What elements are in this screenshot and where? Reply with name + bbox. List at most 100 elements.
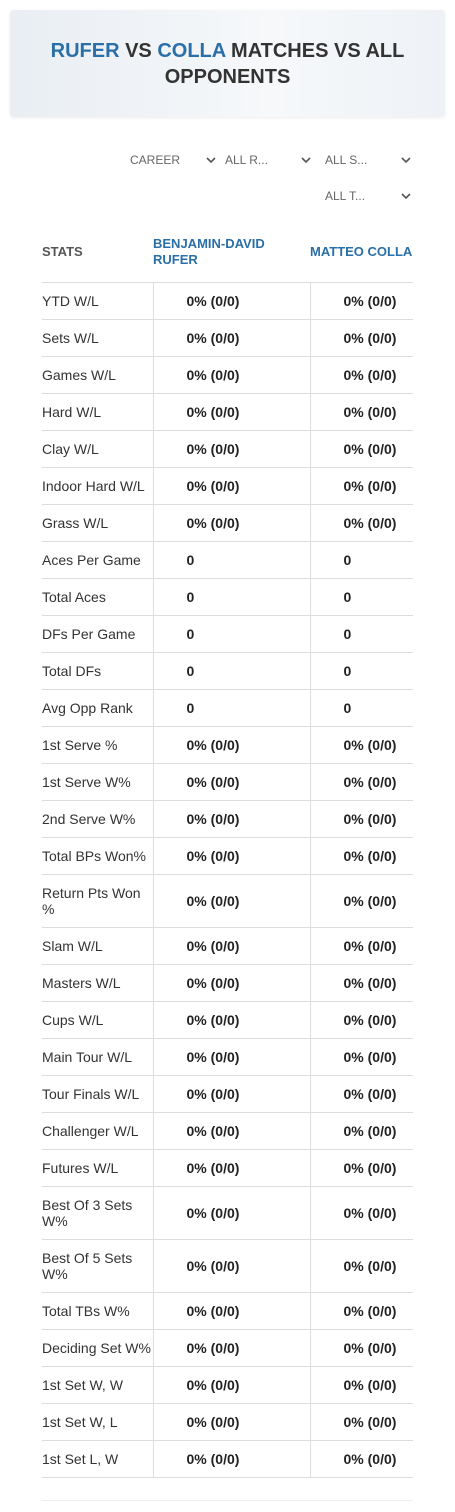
stat-label: Hard W/L	[42, 393, 153, 431]
stat-label: Masters W/L	[42, 964, 153, 1002]
stat-label: Games W/L	[42, 356, 153, 394]
stat-row: Total Aces 0 0	[42, 578, 413, 616]
stat-row: Return Pts Won % 0% (0/0) 0% (0/0)	[42, 874, 413, 928]
stat-value: 0% (0/0)	[152, 800, 310, 838]
filter-dropdown[interactable]: ALL T...	[325, 181, 411, 211]
stat-label: Total BPs Won%	[42, 837, 153, 875]
stat-value: 0% (0/0)	[309, 356, 413, 394]
stats-table: STATS BENJAMIN-DAVID RUFER MATTEO COLLA YT…	[42, 222, 413, 1478]
stat-row: 2nd Serve W% 0% (0/0) 0% (0/0)	[42, 800, 413, 838]
column-header: MATTEO COLLA	[310, 222, 413, 283]
stat-label: Indoor Hard W/L	[42, 467, 153, 505]
stat-row: 1st Serve W% 0% (0/0) 0% (0/0)	[42, 763, 413, 801]
stat-row: YTD W/L 0% (0/0) 0% (0/0)	[42, 282, 413, 320]
stat-value: 0% (0/0)	[309, 1440, 413, 1478]
stat-value: 0	[152, 652, 310, 690]
stat-label: 1st Serve W%	[42, 763, 153, 801]
chevron	[401, 156, 411, 163]
stat-value: 0% (0/0)	[152, 319, 310, 357]
stat-label: 2nd Serve W%	[42, 800, 153, 838]
stat-value: 0% (0/0)	[152, 430, 310, 468]
stat-value: 0% (0/0)	[309, 837, 413, 875]
stat-row: DFs Per Game 0 0	[42, 615, 413, 653]
stat-value: 0% (0/0)	[309, 319, 413, 357]
title: RUFER VS COLLA MATCHES VS ALL OPPONENTS	[28, 38, 428, 90]
stat-value: 0% (0/0)	[309, 1292, 413, 1330]
stat-label: 1st Set W, L	[42, 1403, 153, 1441]
stat-label: Cups W/L	[42, 1001, 153, 1039]
stat-label: Challenger W/L	[42, 1112, 153, 1150]
stat-value: 0% (0/0)	[152, 1112, 310, 1150]
stat-value: 0% (0/0)	[309, 874, 413, 928]
stat-value: 0% (0/0)	[309, 800, 413, 838]
stat-row: 1st Set W, W 0% (0/0) 0% (0/0)	[42, 1366, 413, 1404]
stat-value: 0% (0/0)	[152, 282, 310, 320]
chevron	[401, 192, 411, 199]
stat-value: 0% (0/0)	[309, 1329, 413, 1367]
stat-value: 0% (0/0)	[152, 927, 310, 965]
stat-value: 0% (0/0)	[309, 430, 413, 468]
stat-label: DFs Per Game	[42, 615, 153, 653]
stat-row: Cups W/L 0% (0/0) 0% (0/0)	[42, 1001, 413, 1039]
stat-value: 0% (0/0)	[152, 1366, 310, 1404]
header-row: STATS BENJAMIN-DAVID RUFER MATTEO COLLA	[42, 222, 413, 283]
stat-row: Best Of 5 Sets W% 0% (0/0) 0% (0/0)	[42, 1239, 413, 1293]
filter-dropdown[interactable]: ALL S...	[325, 145, 411, 175]
stat-value: 0% (0/0)	[152, 1149, 310, 1187]
divider	[42, 1500, 413, 1501]
stat-label: Deciding Set W%	[42, 1329, 153, 1367]
stat-value: 0% (0/0)	[152, 837, 310, 875]
stat-value: 0% (0/0)	[152, 467, 310, 505]
stat-value: 0	[152, 689, 310, 727]
stat-label: Total DFs	[42, 652, 153, 690]
filter-dropdown[interactable]: CAREER	[130, 145, 216, 175]
stat-value: 0% (0/0)	[152, 356, 310, 394]
stat-value: 0% (0/0)	[152, 1001, 310, 1039]
stat-label: Total Aces	[42, 578, 153, 616]
stat-value: 0% (0/0)	[309, 927, 413, 965]
stat-label: Best Of 5 Sets W%	[42, 1239, 153, 1293]
stat-label: Grass W/L	[42, 504, 153, 542]
stat-value: 0% (0/0)	[152, 763, 310, 801]
player2: COLLA	[157, 39, 226, 62]
stat-label: 1st Set W, W	[42, 1366, 153, 1404]
chevron	[301, 156, 311, 163]
stat-value: 0% (0/0)	[309, 1366, 413, 1404]
stat-value: 0% (0/0)	[152, 504, 310, 542]
stat-value: 0% (0/0)	[152, 874, 310, 928]
filter-dropdown[interactable]: ALL R...	[225, 145, 311, 175]
stat-value: 0% (0/0)	[309, 1038, 413, 1076]
stat-value: 0% (0/0)	[152, 1038, 310, 1076]
stat-value: 0% (0/0)	[309, 1001, 413, 1039]
stat-row: Sets W/L 0% (0/0) 0% (0/0)	[42, 319, 413, 357]
chevron	[206, 156, 216, 163]
filter-label: ALL T...	[325, 189, 366, 203]
stat-value: 0% (0/0)	[309, 1112, 413, 1150]
stat-row: Slam W/L 0% (0/0) 0% (0/0)	[42, 927, 413, 965]
stat-label: Slam W/L	[42, 927, 153, 965]
stat-value: 0% (0/0)	[152, 1440, 310, 1478]
stat-value: 0	[152, 578, 310, 616]
stat-row: Total DFs 0 0	[42, 652, 413, 690]
stat-row: 1st Serve % 0% (0/0) 0% (0/0)	[42, 726, 413, 764]
stat-value: 0% (0/0)	[309, 763, 413, 801]
stat-value: 0% (0/0)	[309, 393, 413, 431]
stat-row: Total BPs Won% 0% (0/0) 0% (0/0)	[42, 837, 413, 875]
stat-value: 0% (0/0)	[309, 726, 413, 764]
stat-value: 0% (0/0)	[309, 467, 413, 505]
column-header: BENJAMIN-DAVID RUFER	[153, 222, 310, 283]
stat-value: 0% (0/0)	[152, 393, 310, 431]
stat-label: Main Tour W/L	[42, 1038, 153, 1076]
filter-label: ALL S...	[325, 153, 368, 167]
stat-row: Avg Opp Rank 0 0	[42, 689, 413, 727]
stat-value: 0	[152, 541, 310, 579]
stat-label: Aces Per Game	[42, 541, 153, 579]
player1: RUFER	[50, 39, 120, 62]
stat-row: Best Of 3 Sets W% 0% (0/0) 0% (0/0)	[42, 1186, 413, 1240]
stat-row: Games W/L 0% (0/0) 0% (0/0)	[42, 356, 413, 394]
stat-row: Futures W/L 0% (0/0) 0% (0/0)	[42, 1149, 413, 1187]
stat-value: 0% (0/0)	[309, 1149, 413, 1187]
stat-value: 0% (0/0)	[152, 1186, 310, 1240]
stat-row: Grass W/L 0% (0/0) 0% (0/0)	[42, 504, 413, 542]
